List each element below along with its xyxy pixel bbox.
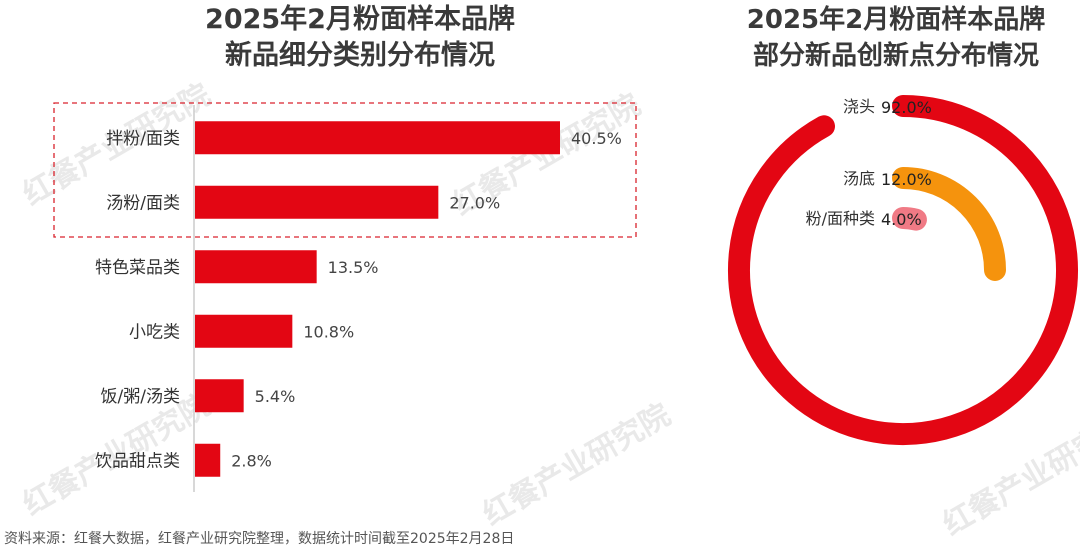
right-chart-title-line-2: 部分新品创新点分布情况 (752, 41, 1039, 71)
right-chart-title-line-1: 2025年2月粉面样本品牌 (746, 5, 1046, 35)
ring-arc (728, 95, 1078, 445)
bar (195, 379, 244, 413)
highlight-box (53, 102, 637, 238)
category-label: 小吃类 (129, 322, 180, 342)
data-label: 10.8% (303, 322, 354, 341)
category-label: 饮品甜点类 (95, 451, 180, 471)
right-chart-title: 2025年2月粉面样本品牌 部分新品创新点分布情况 (712, 2, 1080, 74)
data-label: 13.5% (328, 258, 379, 277)
data-label: 5.4% (255, 387, 296, 406)
source-footnote: 资料来源：红餐大数据，红餐产业研究院整理，数据统计时间截至2025年2月28日 (4, 531, 515, 547)
data-label: 27.0% (449, 193, 500, 212)
bar (195, 443, 221, 477)
data-label: 12.0% (881, 170, 932, 189)
bar (195, 185, 439, 219)
category-label: 汤底 (843, 169, 875, 188)
category-label: 饭/粥/汤类 (101, 387, 180, 407)
left-chart-title-line-1: 2025年2月粉面样本品牌 (205, 4, 515, 35)
left-chart-title-line-2: 新品细分类别分布情况 (225, 40, 495, 71)
ring-arc (892, 207, 927, 231)
bar (195, 314, 293, 348)
data-label: 40.5% (571, 129, 622, 148)
category-label: 汤粉/面类 (106, 193, 180, 213)
left-chart-title: 2025年2月粉面样本品牌 新品细分类别分布情况 (60, 2, 660, 74)
bar (195, 250, 317, 284)
category-label: 粉/面种类 (806, 209, 875, 228)
category-label: 浇头 (843, 97, 875, 116)
bar (195, 121, 560, 155)
data-label: 4.0% (881, 210, 922, 229)
data-label: 2.8% (231, 451, 272, 470)
category-label: 特色菜品类 (95, 258, 180, 278)
ring-arc (892, 167, 1006, 281)
category-label: 拌粉/面类 (106, 129, 180, 149)
data-label: 92.0% (881, 98, 932, 117)
